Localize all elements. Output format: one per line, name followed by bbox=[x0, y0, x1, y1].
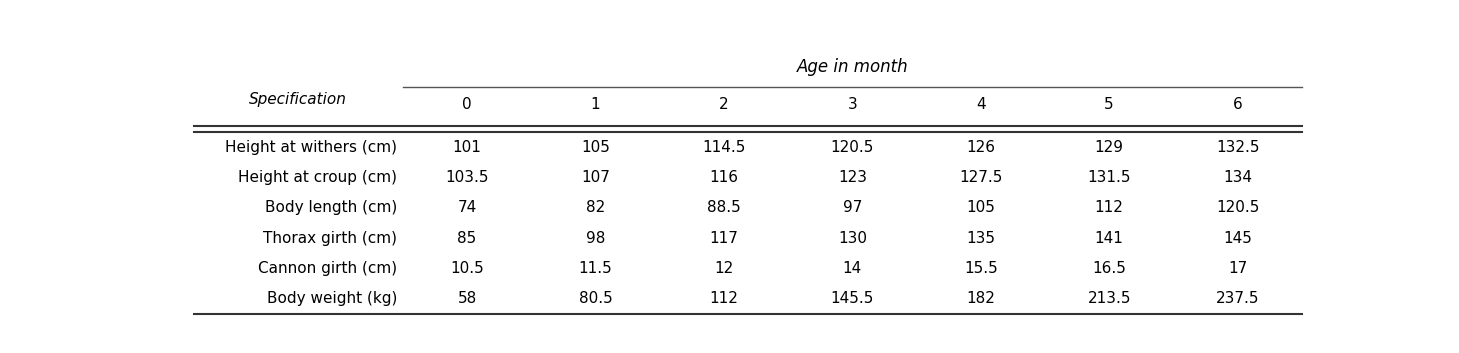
Text: 16.5: 16.5 bbox=[1093, 261, 1126, 276]
Text: 101: 101 bbox=[452, 140, 481, 155]
Text: 132.5: 132.5 bbox=[1215, 140, 1259, 155]
Text: 135: 135 bbox=[966, 231, 995, 246]
Text: 103.5: 103.5 bbox=[445, 170, 489, 185]
Text: 112: 112 bbox=[1094, 201, 1123, 215]
Text: 11.5: 11.5 bbox=[579, 261, 613, 276]
Text: 74: 74 bbox=[458, 201, 477, 215]
Text: 134: 134 bbox=[1223, 170, 1252, 185]
Text: 6: 6 bbox=[1233, 97, 1243, 112]
Text: 126: 126 bbox=[966, 140, 995, 155]
Text: 117: 117 bbox=[709, 231, 738, 246]
Text: 145: 145 bbox=[1223, 231, 1252, 246]
Text: 12: 12 bbox=[715, 261, 734, 276]
Text: 17: 17 bbox=[1228, 261, 1247, 276]
Text: 98: 98 bbox=[587, 231, 605, 246]
Text: 129: 129 bbox=[1094, 140, 1123, 155]
Text: 114.5: 114.5 bbox=[702, 140, 746, 155]
Text: Cannon girth (cm): Cannon girth (cm) bbox=[258, 261, 397, 276]
Text: 131.5: 131.5 bbox=[1087, 170, 1131, 185]
Text: 14: 14 bbox=[843, 261, 862, 276]
Text: 107: 107 bbox=[581, 170, 610, 185]
Text: 88.5: 88.5 bbox=[708, 201, 741, 215]
Text: 4: 4 bbox=[976, 97, 986, 112]
Text: 116: 116 bbox=[709, 170, 738, 185]
Text: 85: 85 bbox=[458, 231, 477, 246]
Text: 2: 2 bbox=[719, 97, 728, 112]
Text: 120.5: 120.5 bbox=[1215, 201, 1259, 215]
Text: 97: 97 bbox=[843, 201, 862, 215]
Text: 182: 182 bbox=[966, 292, 995, 306]
Text: 15.5: 15.5 bbox=[964, 261, 998, 276]
Text: 112: 112 bbox=[709, 292, 738, 306]
Text: 80.5: 80.5 bbox=[579, 292, 613, 306]
Text: 145.5: 145.5 bbox=[830, 292, 874, 306]
Text: 123: 123 bbox=[837, 170, 867, 185]
Text: 105: 105 bbox=[581, 140, 610, 155]
Text: 130: 130 bbox=[837, 231, 867, 246]
Text: Body length (cm): Body length (cm) bbox=[266, 201, 397, 215]
Text: 141: 141 bbox=[1094, 231, 1123, 246]
Text: 127.5: 127.5 bbox=[959, 170, 1002, 185]
Text: 237.5: 237.5 bbox=[1215, 292, 1259, 306]
Text: 0: 0 bbox=[463, 97, 471, 112]
Text: Specification: Specification bbox=[249, 92, 347, 107]
Text: 120.5: 120.5 bbox=[830, 140, 874, 155]
Text: 5: 5 bbox=[1104, 97, 1115, 112]
Text: 58: 58 bbox=[458, 292, 477, 306]
Text: Height at croup (cm): Height at croup (cm) bbox=[238, 170, 397, 185]
Text: 105: 105 bbox=[966, 201, 995, 215]
Text: Height at withers (cm): Height at withers (cm) bbox=[225, 140, 397, 155]
Text: 213.5: 213.5 bbox=[1087, 292, 1131, 306]
Text: Age in month: Age in month bbox=[797, 58, 907, 76]
Text: 10.5: 10.5 bbox=[451, 261, 484, 276]
Text: 3: 3 bbox=[848, 97, 858, 112]
Text: Thorax girth (cm): Thorax girth (cm) bbox=[263, 231, 397, 246]
Text: Body weight (kg): Body weight (kg) bbox=[267, 292, 397, 306]
Text: 1: 1 bbox=[591, 97, 600, 112]
Text: 82: 82 bbox=[587, 201, 605, 215]
